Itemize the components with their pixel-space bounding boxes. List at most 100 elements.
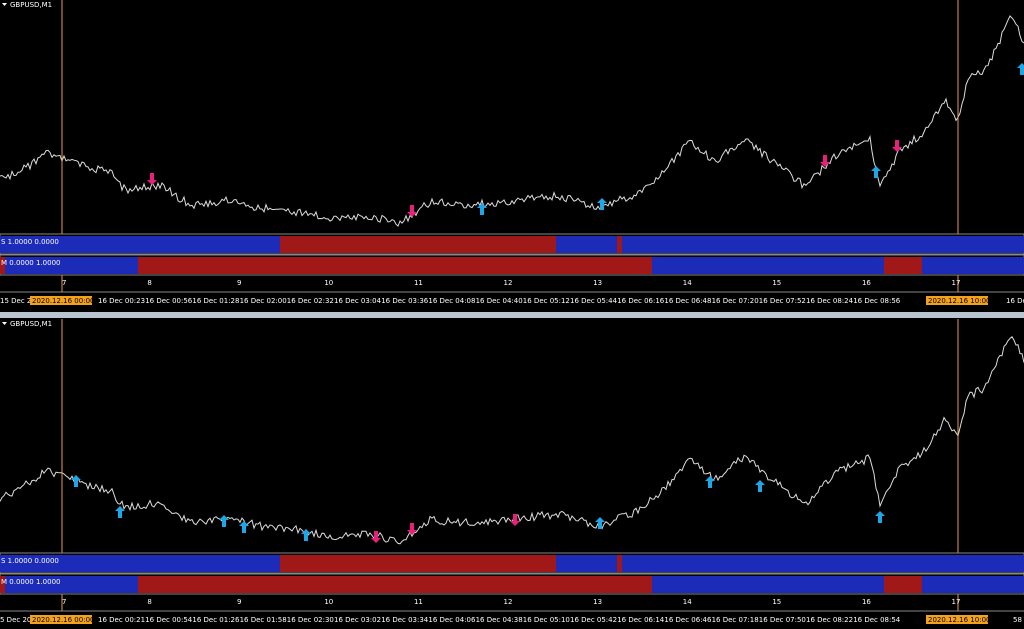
buy-arrow [71, 475, 81, 487]
indicator-bar [622, 236, 1024, 253]
time-label: 16 Dec 08:56 [853, 297, 901, 305]
buy-arrow [219, 515, 229, 527]
time-label: 16 Dec 01:28 [192, 297, 239, 305]
time-label: 16 Dec 01:58 [240, 616, 287, 624]
buy-arrow [1017, 63, 1024, 75]
time-label: 16 Dec 00:21 [98, 616, 145, 624]
time-marker [926, 615, 988, 624]
hour-label: 14 [683, 598, 692, 606]
time-label: 16 Dec 06:14 [617, 616, 665, 624]
time-label: 16 Dec 04:06 [428, 616, 476, 624]
indicator-bar [0, 576, 5, 593]
time-marker [30, 615, 92, 624]
sell-arrow [407, 205, 417, 217]
buy-arrow [595, 517, 605, 529]
indicator-bar [652, 257, 884, 274]
indicator-bar [884, 576, 922, 593]
time-label: 16 Dec 02:00 [240, 297, 287, 305]
indicator-label: S 1.0000 0.0000 [1, 557, 59, 565]
time-label: 16 Dec 00:54 [145, 616, 193, 624]
hour-label: 9 [237, 598, 241, 606]
hour-label: 17 [952, 598, 961, 606]
hour-label: 11 [414, 279, 423, 287]
time-label: 16 Dec 01:26 [192, 616, 240, 624]
time-label: 16 Dec 04:40 [476, 297, 523, 305]
indicator-bar [652, 576, 884, 593]
time-marker [30, 296, 92, 305]
time-label: 16 Dec 08:22 [806, 616, 853, 624]
time-label: 15 Dec 202 [0, 297, 40, 305]
indicator-label: M 0.0000 1.0000 [1, 259, 60, 267]
hour-label: 8 [147, 598, 151, 606]
time-label: 16 Dec 06:46 [664, 616, 712, 624]
buy-arrow [705, 476, 715, 488]
buy-arrow [477, 203, 487, 215]
buy-arrow [875, 511, 885, 523]
time-label: 16 Dec 07:52 [759, 297, 806, 305]
buy-arrow [301, 529, 311, 541]
time-label: 16 Dec 06:48 [664, 297, 711, 305]
hour-label: 10 [324, 598, 333, 606]
time-label: 5 Dec 202 [0, 616, 36, 624]
time-label: 16 Dec 05:42 [570, 616, 617, 624]
hour-label: 15 [772, 598, 781, 606]
hour-label: 13 [593, 279, 602, 287]
time-marker [926, 296, 988, 305]
time-label: 16 Dec 02:32 [287, 297, 334, 305]
hour-label: 13 [593, 598, 602, 606]
chart-window: GBPUSD,M1 S 1.0000 0.0000 M 0.0000 1.0000 7… [0, 319, 1024, 624]
time-label: 16 Dec 07:20 [712, 297, 759, 305]
indicator-bar [138, 257, 652, 274]
buy-arrow [871, 166, 881, 178]
hour-label: 10 [324, 279, 333, 287]
time-label: 16 Dec 07:18 [712, 616, 759, 624]
price-line [0, 15, 1024, 227]
indicator-bar [884, 257, 922, 274]
time-label: 16 Dec 06:16 [617, 297, 665, 305]
buy-arrow [239, 521, 249, 533]
buy-arrow [755, 480, 765, 492]
window-title: GBPUSD,M1 [10, 320, 52, 328]
menu-triangle [2, 322, 7, 325]
time-label: 2020.12.16 00:00 [32, 616, 94, 624]
indicator-bar [0, 257, 5, 274]
indicator-label: M 0.0000 1.0000 [1, 578, 60, 586]
hour-label: 11 [414, 598, 423, 606]
chart-window: GBPUSD,M1 S 1.0000 0.0000 M 0.0000 1.0000 7… [0, 0, 1024, 305]
hour-label: 12 [504, 598, 513, 606]
panel-separator [0, 312, 1024, 318]
indicator-bar [5, 576, 138, 593]
indicator-label: S 1.0000 0.0000 [1, 238, 59, 246]
indicator-bar [617, 236, 622, 253]
hour-label: 16 [862, 598, 871, 606]
sell-arrow [407, 523, 417, 535]
indicator-bar [922, 257, 1024, 274]
indicator-bar [5, 257, 138, 274]
time-label: 2020.12.16 10:00 [928, 297, 990, 305]
sell-arrow [510, 514, 520, 526]
hour-label: 8 [147, 279, 151, 287]
indicator-bar [617, 555, 622, 572]
indicator-bar [280, 555, 556, 572]
time-label: 16 Dec 07:50 [759, 616, 806, 624]
time-label: 16 Dec 03:04 [334, 297, 382, 305]
sell-arrow [147, 173, 157, 185]
indicator-bar [280, 236, 556, 253]
time-label: 16 Dec 05:12 [523, 297, 570, 305]
time-label: 16 Dec 04:38 [476, 616, 523, 624]
buy-arrow [597, 198, 607, 210]
time-label: 58 [1013, 616, 1022, 624]
time-label: 16 Dec 02:30 [287, 616, 334, 624]
indicator-bar [0, 555, 280, 572]
time-label: 16 Dec 03:02 [334, 616, 381, 624]
hour-label: 17 [952, 279, 961, 287]
price-line [0, 336, 1024, 545]
time-label: 16 Dec [1006, 297, 1024, 305]
hour-label: 7 [62, 598, 66, 606]
time-label: 2020.12.16 00:00 [32, 297, 94, 305]
time-label: 16 Dec 05:44 [570, 297, 618, 305]
indicator-bar [622, 555, 1024, 572]
sell-arrow [371, 531, 381, 543]
indicator-bar [556, 555, 617, 572]
